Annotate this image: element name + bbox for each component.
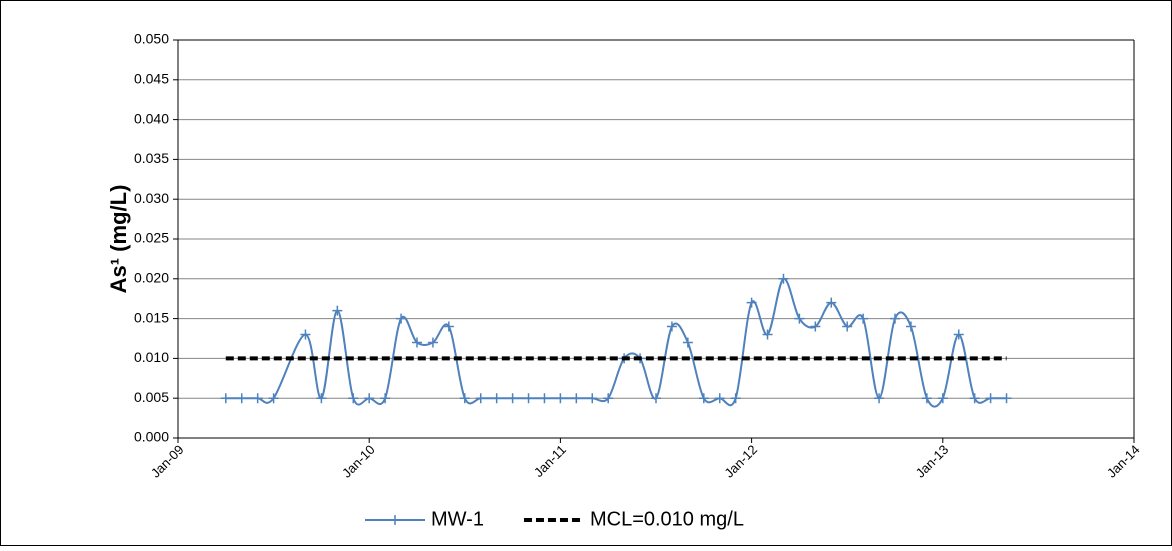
data-point — [300, 329, 311, 340]
y-tick-label: 0.025 — [134, 230, 169, 246]
data-point — [587, 393, 598, 404]
data-point — [459, 393, 470, 404]
data-point — [969, 393, 980, 404]
data-point — [714, 393, 725, 404]
y-tick-label: 0.040 — [134, 110, 169, 126]
data-point — [412, 337, 422, 348]
data-point — [268, 393, 279, 404]
data-point — [842, 321, 853, 332]
data-point — [316, 393, 327, 404]
data-point — [985, 393, 996, 404]
data-point — [236, 393, 247, 404]
y-tick-label: 0.000 — [134, 429, 169, 445]
data-point — [555, 393, 566, 404]
y-tick-label: 0.030 — [134, 190, 169, 206]
data-point — [523, 393, 534, 404]
y-tick-label: 0.020 — [134, 270, 169, 286]
data-point — [937, 393, 948, 404]
data-point — [874, 393, 885, 404]
y-tick-label: 0.005 — [134, 389, 169, 405]
data-point — [603, 393, 614, 404]
y-tick-label: 0.035 — [134, 150, 169, 166]
data-point — [396, 313, 407, 324]
data-point — [746, 297, 757, 308]
data-point — [332, 305, 343, 316]
y-tick-label: 0.015 — [134, 309, 169, 325]
data-point — [905, 321, 916, 332]
data-point — [651, 393, 661, 404]
data-point — [571, 393, 582, 404]
data-point — [794, 313, 805, 324]
data-point — [220, 393, 231, 404]
data-point — [427, 337, 438, 348]
data-point — [252, 393, 263, 404]
data-point — [682, 337, 693, 348]
data-point — [890, 313, 900, 324]
data-point — [698, 393, 709, 404]
data-point — [348, 393, 359, 404]
data-point — [539, 393, 550, 404]
legend-label: MCL=0.010 mg/L — [590, 508, 744, 530]
data-point — [762, 329, 773, 340]
data-point — [380, 393, 391, 404]
data-point — [730, 393, 741, 404]
data-point — [491, 393, 502, 404]
data-point — [826, 297, 837, 308]
data-point — [921, 393, 932, 404]
y-tick-label: 0.045 — [134, 71, 169, 87]
y-axis-label: As¹ (mg/L) — [106, 185, 131, 294]
data-point — [858, 313, 869, 324]
data-point — [953, 329, 964, 340]
y-tick-label: 0.050 — [134, 31, 169, 47]
data-point — [475, 393, 486, 404]
data-point — [443, 321, 454, 332]
data-point — [364, 393, 375, 404]
data-point — [778, 273, 789, 284]
data-point — [666, 321, 677, 332]
legend-marker — [390, 515, 400, 525]
y-tick-label: 0.010 — [134, 349, 169, 365]
data-point — [810, 321, 821, 332]
legend-label: MW-1 — [431, 508, 484, 530]
data-point — [1001, 393, 1012, 404]
data-point — [507, 393, 518, 404]
